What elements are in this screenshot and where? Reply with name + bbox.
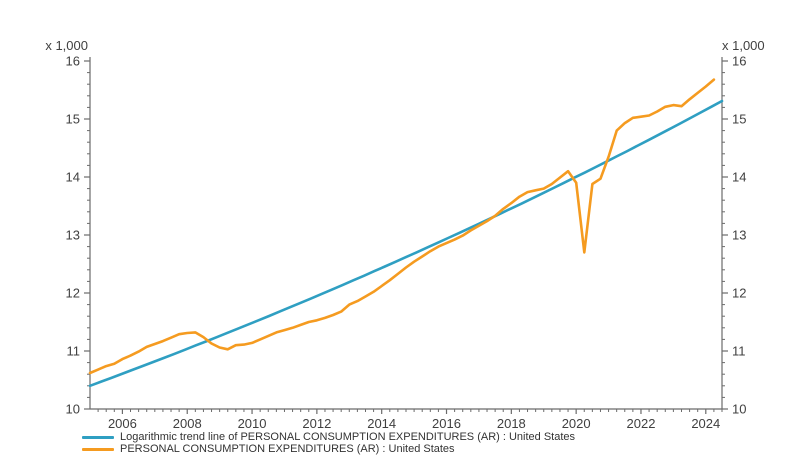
x-tick-label: 2008 (173, 416, 202, 431)
y-tick-label-left: 16 (66, 54, 80, 69)
legend-label-trend-line: Logarithmic trend line of PERSONAL CONSU… (120, 431, 576, 443)
y-tick-label-left: 11 (67, 344, 81, 359)
axis-tick-labels: 10 10 11 11 12 12 13 13 14 14 15 15 16 16 2006 2008 2010… (66, 54, 747, 432)
x-tick-label: 2012 (302, 416, 331, 431)
x-tick-label: 2016 (432, 416, 461, 431)
x-tick-label: 2006 (108, 416, 137, 431)
axis-ticks (84, 60, 728, 414)
y-tick-label-left: 12 (66, 286, 80, 301)
y-tick-label-right: 10 (732, 402, 746, 417)
y-tick-label-left: 10 (66, 402, 80, 417)
axes (89, 57, 723, 410)
pce-series-swatch-icon (82, 447, 114, 451)
y-axis-unit-label-left: x 1,000 (45, 38, 88, 53)
x-tick-label: 2024 (691, 416, 720, 431)
trend-line-series (88, 99, 724, 388)
y-tick-label-right: 14 (732, 170, 746, 185)
chart-legend: Logarithmic trend line of PERSONAL CONSU… (82, 431, 575, 455)
y-tick-label-right: 13 (732, 228, 746, 243)
pce-series-path (88, 78, 716, 375)
x-tick-label: 2020 (562, 416, 591, 431)
x-tick-label: 2018 (497, 416, 526, 431)
y-tick-label-left: 15 (66, 112, 80, 127)
legend-item-trend-line: Logarithmic trend line of PERSONAL CONSU… (82, 431, 575, 443)
x-tick-label: 2022 (627, 416, 656, 431)
y-tick-label-left: 14 (66, 170, 80, 185)
x-tick-label: 2014 (367, 416, 396, 431)
trend-line-path (88, 99, 724, 388)
y-tick-label-right: 16 (732, 54, 746, 69)
x-tick-label: 2010 (238, 416, 267, 431)
legend-label-pce-series: PERSONAL CONSUMPTION EXPENDITURES (AR) :… (120, 443, 455, 455)
pce-series (88, 78, 716, 375)
y-tick-label-right: 15 (732, 112, 746, 127)
y-tick-label-left: 13 (66, 228, 80, 243)
y-tick-label-right: 11 (732, 344, 746, 359)
y-axis-unit-label-right: x 1,000 (722, 38, 765, 53)
legend-item-pce-series: PERSONAL CONSUMPTION EXPENDITURES (AR) :… (82, 443, 575, 455)
trend-line-swatch-icon (82, 435, 114, 439)
y-tick-label-right: 12 (732, 286, 746, 301)
